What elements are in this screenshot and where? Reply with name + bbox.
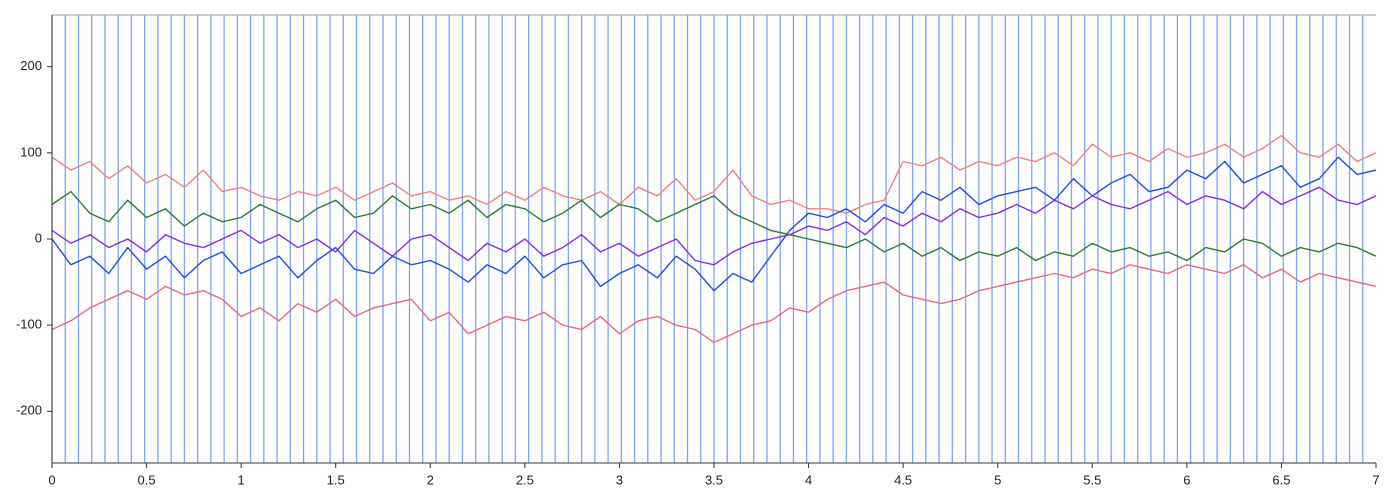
x-tick-label: 0 bbox=[48, 472, 55, 487]
x-tick-label: 2.5 bbox=[516, 472, 534, 487]
y-tick-label: -100 bbox=[16, 317, 42, 332]
y-tick-label: 200 bbox=[20, 58, 42, 73]
y-tick-label: 100 bbox=[20, 144, 42, 159]
x-tick-label: 3 bbox=[616, 472, 623, 487]
series-line bbox=[52, 190, 1376, 262]
series-line bbox=[52, 186, 1376, 266]
x-tick-label: 6.5 bbox=[1272, 472, 1290, 487]
x-tick-label: 6 bbox=[1183, 472, 1190, 487]
x-tick-label: 0.5 bbox=[138, 472, 156, 487]
x-tick-label: 2 bbox=[427, 472, 434, 487]
x-tick-label: 7 bbox=[1372, 472, 1379, 487]
series-line bbox=[52, 264, 1376, 344]
series-line bbox=[52, 134, 1376, 214]
plot-area bbox=[52, 15, 1376, 463]
x-tick-label: 5.5 bbox=[1083, 472, 1101, 487]
x-tick-label: 5 bbox=[994, 472, 1001, 487]
axes: -200 -100 0 100 200 0 0.5 1 1.5 2 2.5 3 3.5 4 4.5 5 5.5 6… bbox=[16, 14, 1380, 487]
x-tick-label: 4.5 bbox=[894, 472, 912, 487]
x-tick-label: 4 bbox=[805, 472, 812, 487]
y-tick-label: 0 bbox=[35, 230, 42, 245]
series-line bbox=[52, 156, 1376, 292]
x-tick-label: 1.5 bbox=[327, 472, 345, 487]
x-tick-label: 1 bbox=[238, 472, 245, 487]
y-tick-label: -200 bbox=[16, 403, 42, 418]
x-tick-label: 3.5 bbox=[705, 472, 723, 487]
